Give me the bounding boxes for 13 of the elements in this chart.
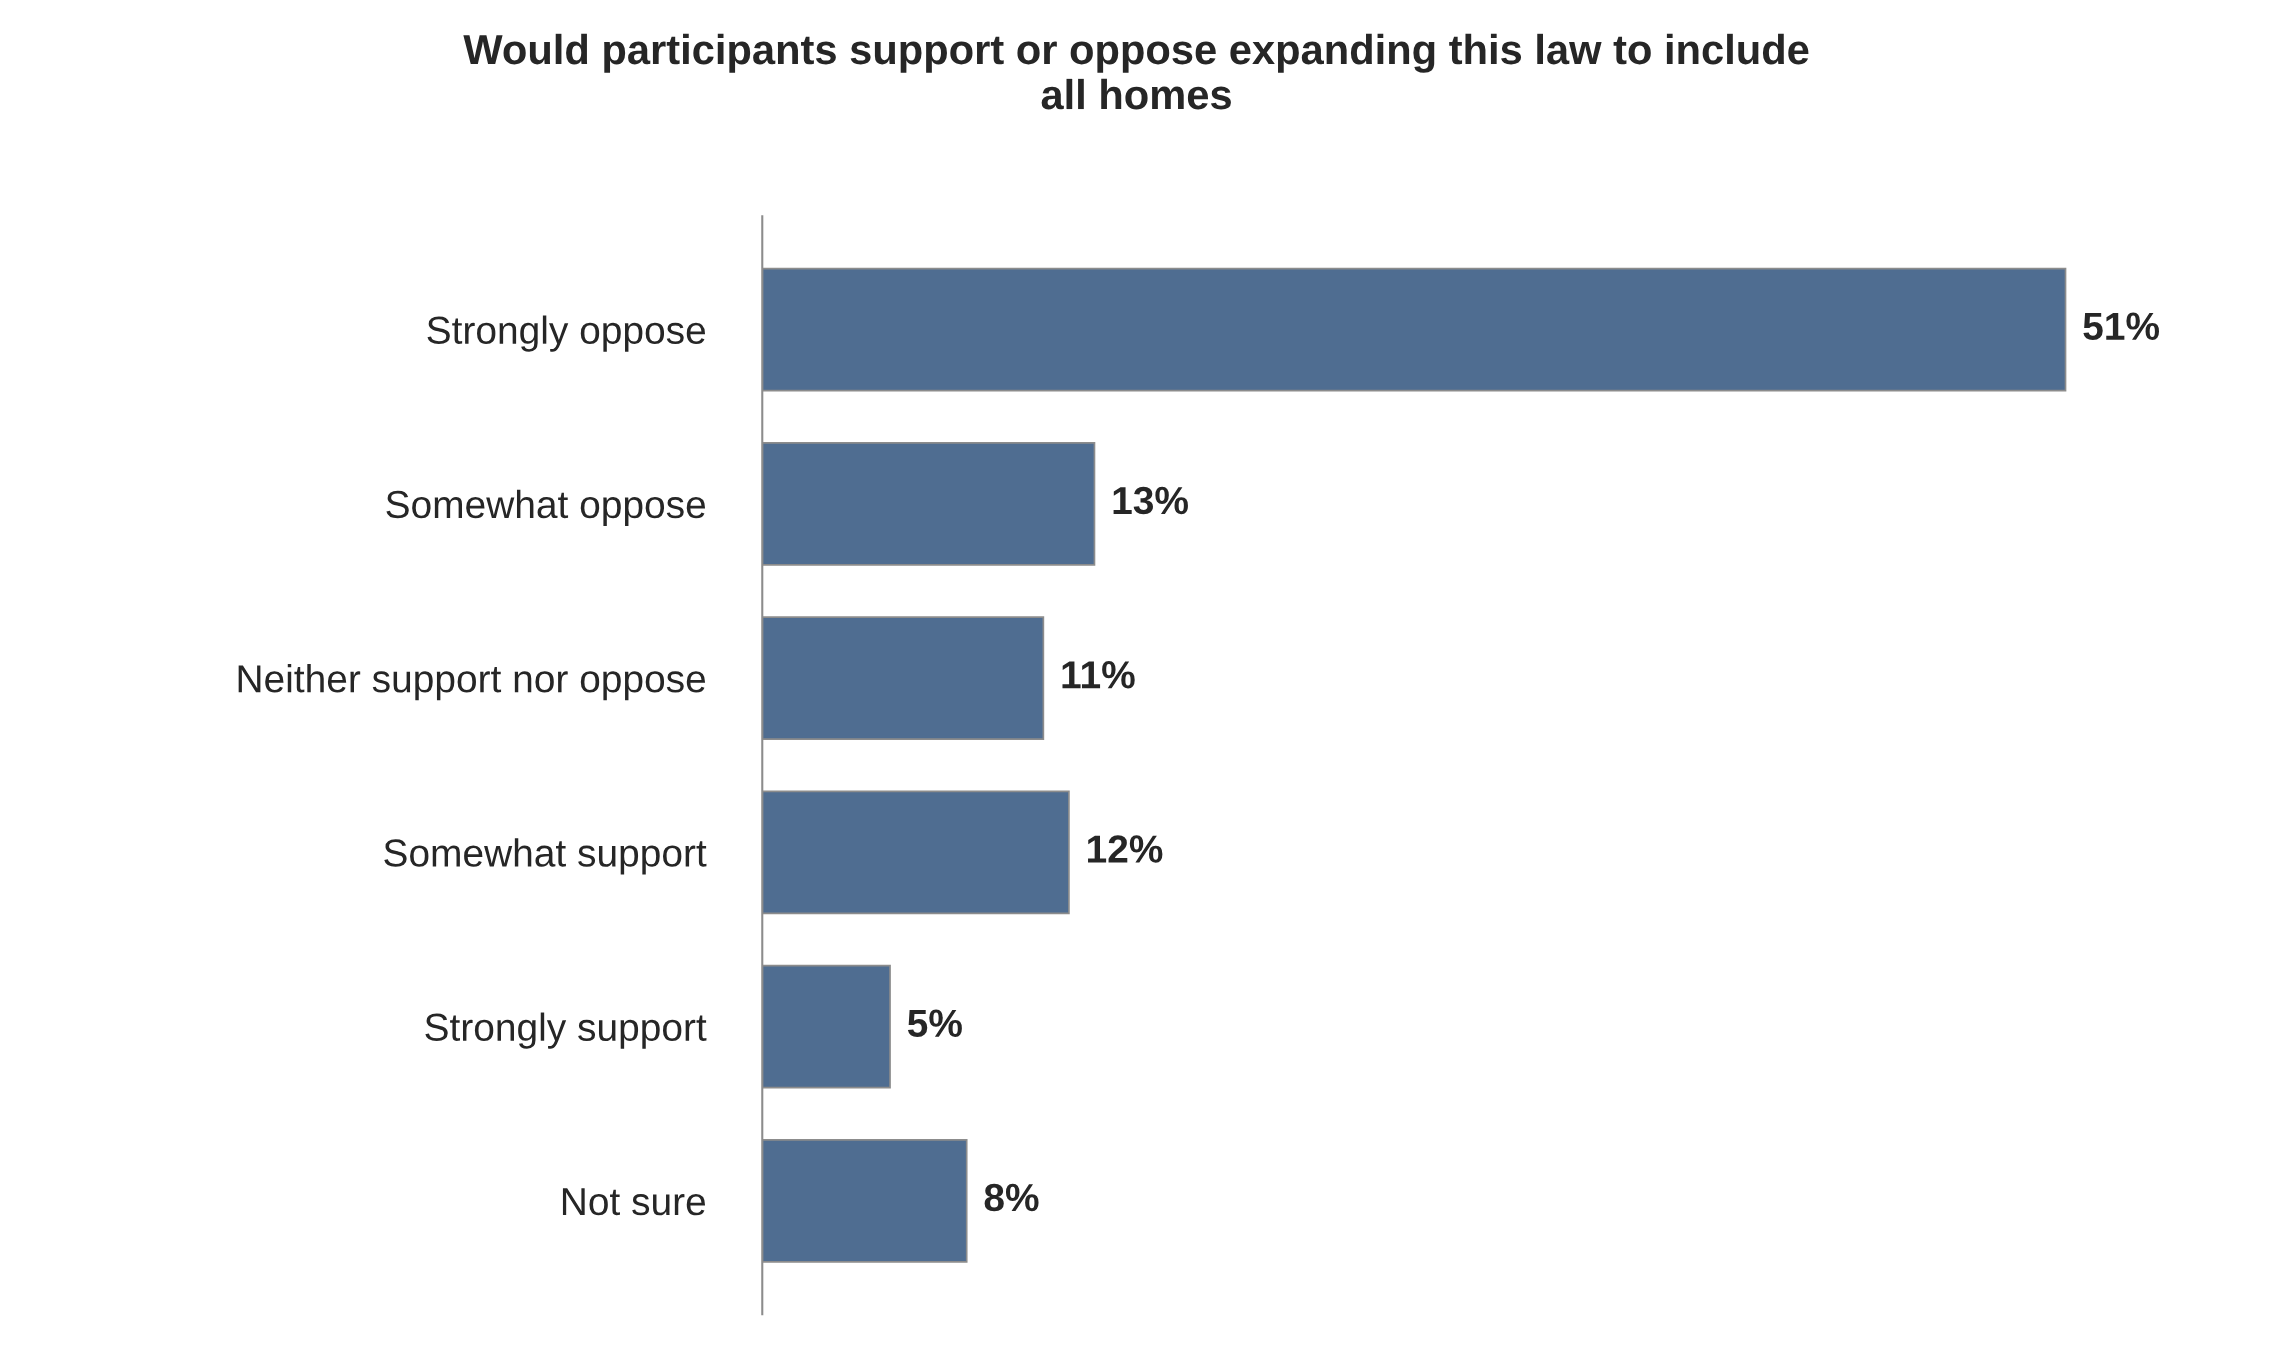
chart-title: Would participants support or oppose expanding this law to include all homes	[463, 33, 1809, 110]
y-tick-label: Somewhat support	[384, 838, 707, 875]
y-tick-label: Neither support nor oppose	[238, 664, 706, 701]
data-label: 13%	[1113, 486, 1188, 515]
data-label: 8%	[984, 1183, 1039, 1212]
data-label: 11%	[1062, 661, 1135, 689]
y-tick-label: Strongly oppose	[427, 315, 706, 352]
data-label: 12%	[1088, 835, 1163, 863]
y-tick-label: Somewhat oppose	[386, 489, 706, 527]
y-tick-label: Strongly support	[425, 1012, 707, 1049]
data-label: 51%	[2083, 312, 2159, 341]
y-tick-label: Not sure	[562, 1188, 705, 1216]
data-label: 5%	[907, 1009, 962, 1038]
